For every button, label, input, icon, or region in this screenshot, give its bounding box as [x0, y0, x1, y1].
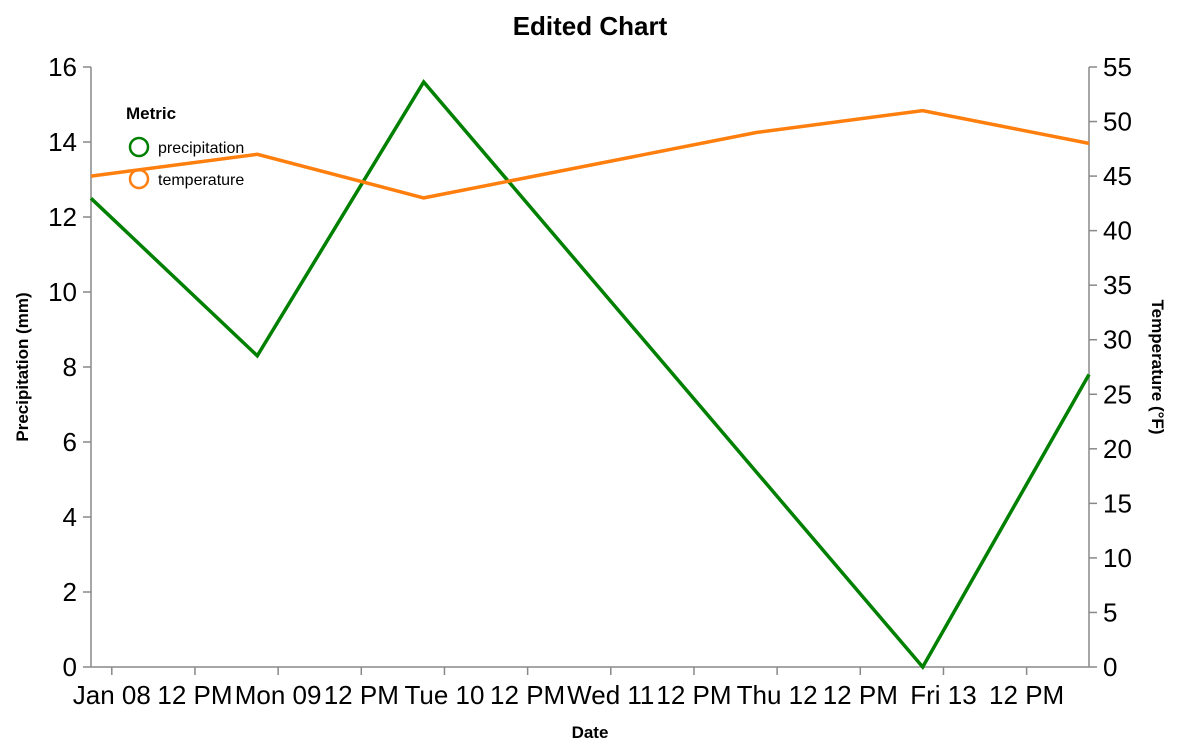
x-axis: Jan 08 12 PM Mon 09 12 PM Tue 10 12 PM Wed 11 1… [73, 666, 1089, 710]
y-axis-right-title: Temperature (°F) [1148, 300, 1167, 435]
y-axis-left-title: Precipitation (mm) [13, 292, 32, 441]
series-line-temperature [90, 108, 1090, 200]
y-left-tick-label: 14 [48, 127, 77, 157]
x-tick-label: Wed 11 [567, 680, 654, 710]
y-right-tick-label: 45 [1103, 161, 1132, 191]
legend-label-precipitation: precipitation [158, 140, 244, 157]
x-axis-title: Date [572, 723, 609, 742]
y-left-tick-label: 2 [63, 577, 77, 607]
y-right-tick-label: 10 [1103, 543, 1132, 573]
x-tick-label: 12 PM [656, 680, 731, 710]
y-left-tick-label: 4 [63, 502, 77, 532]
legend-symbol-precipitation [128, 136, 150, 158]
x-tick-label: Thu 12 [737, 680, 818, 710]
legend-symbol-temperature [128, 168, 150, 190]
x-tick-label: 12 PM [157, 680, 232, 710]
y-right-tick-label: 0 [1103, 652, 1117, 682]
y-left-tick-label: 16 [48, 52, 77, 82]
legend: Metric precipitation temperature [126, 104, 244, 190]
x-tick-label: Tue 10 [404, 680, 484, 710]
y-left-tick-label: 0 [63, 652, 77, 682]
y-right-tick-label: 5 [1103, 597, 1117, 627]
y-right-tick-label: 50 [1103, 107, 1132, 137]
y-right-tick-label: 30 [1103, 325, 1132, 355]
series-line-precipitation [89, 79, 1091, 671]
y-axis-left: 0 2 4 6 8 10 12 14 16 [48, 52, 92, 682]
x-tick-label: Fri 13 [910, 680, 976, 710]
x-tick-label: 12 PM [989, 680, 1064, 710]
y-right-tick-label: 55 [1103, 52, 1132, 82]
y-right-tick-label: 35 [1103, 270, 1132, 300]
y-left-tick-label: 6 [63, 427, 77, 457]
x-tick-label: 12 PM [490, 680, 565, 710]
y-left-tick-label: 8 [63, 352, 77, 382]
y-axis-right: 0 5 10 15 20 25 30 35 40 45 50 55 [1088, 52, 1132, 682]
chart-title: Edited Chart [513, 11, 668, 41]
x-tick-label: Mon 09 [235, 680, 322, 710]
y-right-tick-label: 20 [1103, 434, 1132, 464]
series-layer [89, 79, 1091, 671]
y-right-tick-label: 25 [1103, 379, 1132, 409]
legend-label-temperature: temperature [158, 172, 244, 189]
y-right-tick-label: 40 [1103, 216, 1132, 246]
legend-title: Metric [126, 104, 176, 123]
y-left-tick-label: 10 [48, 277, 77, 307]
x-tick-label: Jan 08 [73, 680, 151, 710]
y-right-tick-label: 15 [1103, 488, 1132, 518]
x-tick-label: 12 PM [823, 680, 898, 710]
x-tick-label: 12 PM [324, 680, 399, 710]
y-left-tick-label: 12 [48, 202, 77, 232]
